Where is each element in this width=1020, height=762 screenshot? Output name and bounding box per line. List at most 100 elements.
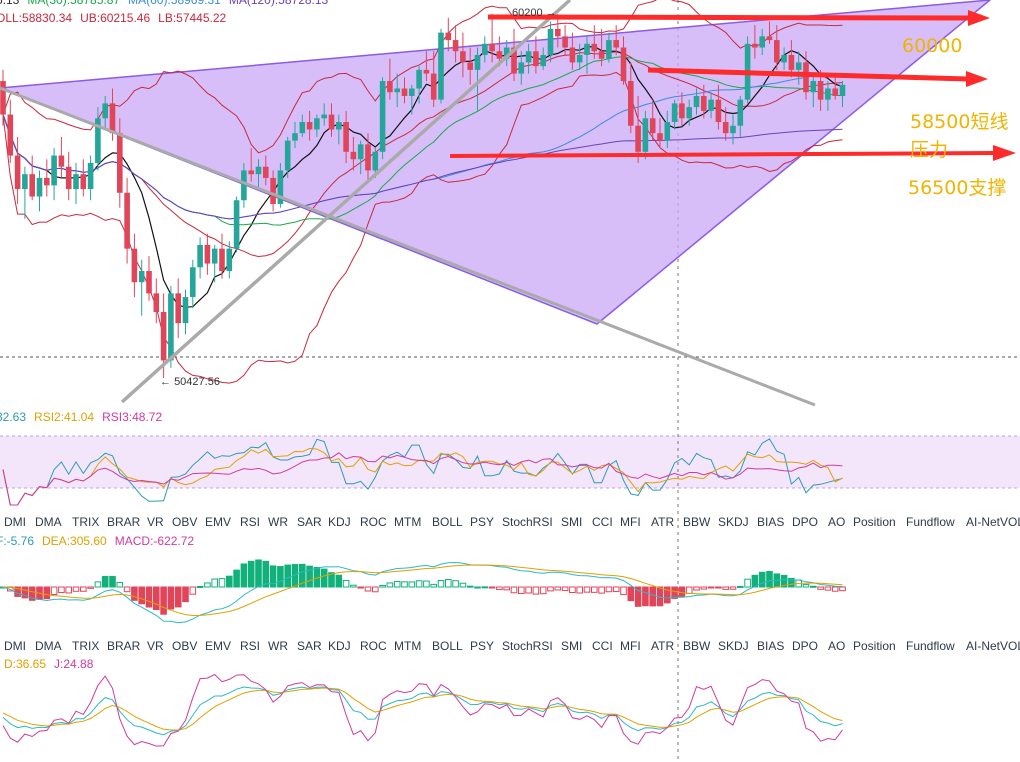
tab-boll[interactable]: BOLL xyxy=(432,639,463,653)
indicator-tabs-row-2[interactable]: DMI DMA TRIX BRAR VR OBV EMV RSI WR SAR KDJ ROC MTM B… xyxy=(4,639,1020,653)
arrow-58500 xyxy=(647,67,988,87)
tab-obv[interactable]: OBV xyxy=(172,515,197,529)
candle xyxy=(328,103,335,137)
tab-dmi[interactable]: DMI xyxy=(4,515,26,529)
candle xyxy=(321,103,327,126)
candle xyxy=(73,162,79,204)
macd-bar xyxy=(824,586,832,591)
macd-bar xyxy=(437,580,445,588)
tab-dma[interactable]: DMA xyxy=(35,639,62,653)
tab-dpo[interactable]: DPO xyxy=(792,639,818,653)
macd-bar xyxy=(182,586,189,603)
tab-bbw[interactable]: BBW xyxy=(683,515,711,529)
tab-rsi[interactable]: RSI xyxy=(240,515,260,529)
tab-ao[interactable]: AO xyxy=(828,639,845,653)
low-price-label: ← 50427.56 xyxy=(160,376,220,388)
tab-wr[interactable]: WR xyxy=(268,639,288,653)
macd-bar xyxy=(758,571,766,588)
candle xyxy=(744,36,751,104)
candle xyxy=(153,278,160,324)
candle xyxy=(124,177,130,264)
tab-psy[interactable]: PSY xyxy=(470,515,494,529)
legend-entry: 5.13 xyxy=(0,0,20,7)
tab-atr[interactable]: ATR xyxy=(651,639,674,653)
tab-position[interactable]: Position xyxy=(853,515,896,529)
tab-skdj[interactable]: SKDJ xyxy=(718,515,749,529)
tab-position[interactable]: Position xyxy=(853,639,896,653)
tab-fundflow[interactable]: Fundflow xyxy=(906,639,955,653)
tab-ai-netvol[interactable]: AI-NetVOL xyxy=(966,515,1020,529)
tab-smi[interactable]: SMI xyxy=(561,515,582,529)
tab-emv[interactable]: EMV xyxy=(205,515,231,529)
candle xyxy=(350,136,357,171)
rsi3-line xyxy=(2,452,843,506)
candle xyxy=(708,92,714,119)
rsi-legend: 32.63 RSI2:41.04 RSI3:48.72 xyxy=(0,410,162,424)
candle xyxy=(452,25,459,63)
macd-bar xyxy=(693,586,700,591)
macd-bar xyxy=(320,568,328,588)
candle xyxy=(598,28,605,67)
candle xyxy=(306,110,313,141)
macd-bar xyxy=(780,574,788,588)
tab-atr[interactable]: ATR xyxy=(651,515,674,529)
macd-bar xyxy=(350,584,357,588)
legend-entry: 32.63 xyxy=(0,410,26,424)
macd-bar xyxy=(788,577,795,588)
tab-vr[interactable]: VR xyxy=(147,639,164,653)
indicator-tabs-row-1[interactable]: DMI DMA TRIX BRAR VR OBV EMV RSI WR SAR KDJ ROC MTM B… xyxy=(4,515,1020,529)
tab-wr[interactable]: WR xyxy=(268,515,288,529)
tab-mtm[interactable]: MTM xyxy=(394,639,421,653)
tab-mfi[interactable]: MFI xyxy=(620,639,641,653)
tab-obv[interactable]: OBV xyxy=(172,639,197,653)
macd-bar xyxy=(247,560,255,588)
macd-legend: F:-5.76 DEA:305.60 MACD:-622.72 xyxy=(0,534,194,548)
tab-boll[interactable]: BOLL xyxy=(432,515,463,529)
candle xyxy=(430,51,437,108)
tab-skdj[interactable]: SKDJ xyxy=(718,639,749,653)
tab-dpo[interactable]: DPO xyxy=(792,515,818,529)
tab-sar[interactable]: SAR xyxy=(297,515,322,529)
tab-kdj[interactable]: KDJ xyxy=(328,515,351,529)
tab-rsi[interactable]: RSI xyxy=(240,639,260,653)
macd-bar xyxy=(101,576,109,588)
tab-emv[interactable]: EMV xyxy=(205,639,231,653)
candle xyxy=(774,25,780,70)
macd-bar xyxy=(744,578,751,588)
macd-bar xyxy=(642,586,649,607)
tab-dmi[interactable]: DMI xyxy=(4,639,26,653)
macd-bar xyxy=(123,586,131,593)
tab-bias[interactable]: BIAS xyxy=(757,639,784,653)
tab-vr[interactable]: VR xyxy=(147,515,164,529)
tab-trix[interactable]: TRIX xyxy=(72,515,99,529)
tab-stochrsi[interactable]: StochRSI xyxy=(502,515,553,529)
tab-psy[interactable]: PSY xyxy=(470,639,494,653)
tab-stochrsi[interactable]: StochRSI xyxy=(502,639,553,653)
tab-brar[interactable]: BRAR xyxy=(107,515,141,529)
tab-roc[interactable]: ROC xyxy=(360,515,387,529)
tab-roc[interactable]: ROC xyxy=(360,639,387,653)
tab-sar[interactable]: SAR xyxy=(297,639,322,653)
candle xyxy=(284,136,291,178)
tab-bias[interactable]: BIAS xyxy=(757,515,784,529)
tab-brar[interactable]: BRAR xyxy=(107,639,141,653)
ma120-line xyxy=(2,114,843,220)
tab-bbw[interactable]: BBW xyxy=(683,639,711,653)
legend-entry: OLL:58830.34 xyxy=(0,11,72,25)
candle xyxy=(168,285,174,368)
macd-bar xyxy=(649,586,657,607)
tab-kdj[interactable]: KDJ xyxy=(328,639,351,653)
tab-ai-netvol[interactable]: AI-NetVOL xyxy=(966,639,1020,653)
legend-entry: RSI3:48.72 xyxy=(102,410,162,424)
tab-cci[interactable]: CCI xyxy=(592,515,613,529)
tab-ao[interactable]: AO xyxy=(828,515,845,529)
tab-trix[interactable]: TRIX xyxy=(72,639,99,653)
tab-cci[interactable]: CCI xyxy=(592,639,613,653)
tab-mfi[interactable]: MFI xyxy=(620,515,641,529)
candle xyxy=(401,77,408,104)
tab-fundflow[interactable]: Fundflow xyxy=(906,515,955,529)
tab-mtm[interactable]: MTM xyxy=(394,515,421,529)
tab-dma[interactable]: DMA xyxy=(35,515,62,529)
price-legend: 5.13 MA(30):58785.87 MA(60):58969.31 MA(120… xyxy=(0,0,329,7)
tab-smi[interactable]: SMI xyxy=(561,639,582,653)
